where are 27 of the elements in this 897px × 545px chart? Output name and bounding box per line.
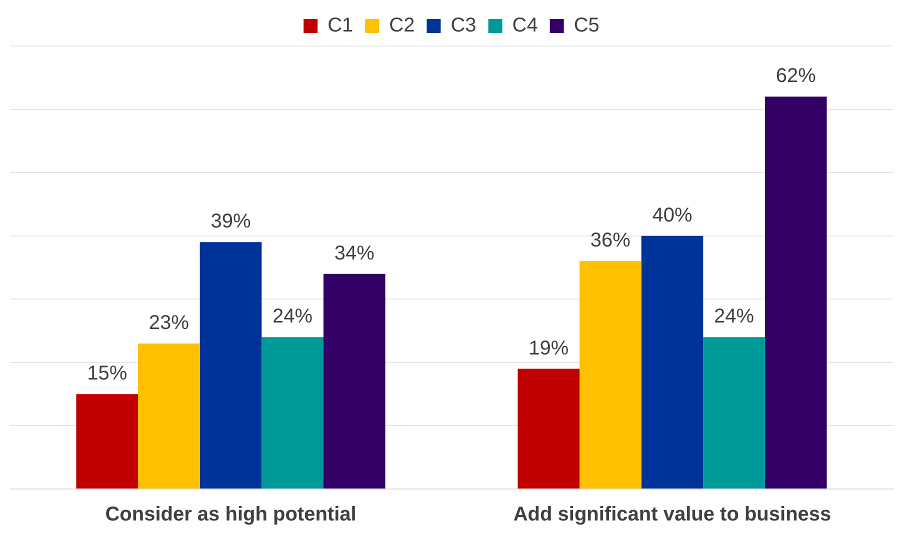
legend-label: C5 bbox=[574, 14, 600, 37]
legend-label: C2 bbox=[389, 14, 415, 37]
legend-label: C3 bbox=[450, 14, 476, 37]
bar bbox=[641, 236, 704, 488]
data-label: 24% bbox=[272, 306, 313, 328]
data-label: 24% bbox=[714, 306, 754, 328]
x-tick-label: Add significant value to business bbox=[513, 504, 832, 526]
bar bbox=[76, 394, 138, 488]
data-label: 62% bbox=[776, 65, 816, 88]
bar bbox=[764, 96, 827, 488]
bar bbox=[200, 242, 262, 488]
legend-label: C1 bbox=[328, 14, 354, 37]
legend-label: C4 bbox=[512, 14, 538, 37]
data-label: 34% bbox=[334, 242, 375, 264]
bar bbox=[518, 368, 580, 488]
x-tick-label: Consider as high potential bbox=[105, 504, 356, 526]
data-label: 23% bbox=[148, 312, 190, 334]
bar bbox=[262, 337, 324, 488]
data-label: 39% bbox=[210, 210, 251, 233]
bar bbox=[580, 261, 642, 488]
data-label: 15% bbox=[87, 362, 128, 385]
data-label: 40% bbox=[652, 204, 692, 226]
bar bbox=[138, 343, 200, 488]
data-label: 36% bbox=[590, 230, 631, 252]
bar bbox=[323, 274, 386, 488]
bar bbox=[703, 337, 765, 488]
data-label: 19% bbox=[528, 337, 569, 360]
